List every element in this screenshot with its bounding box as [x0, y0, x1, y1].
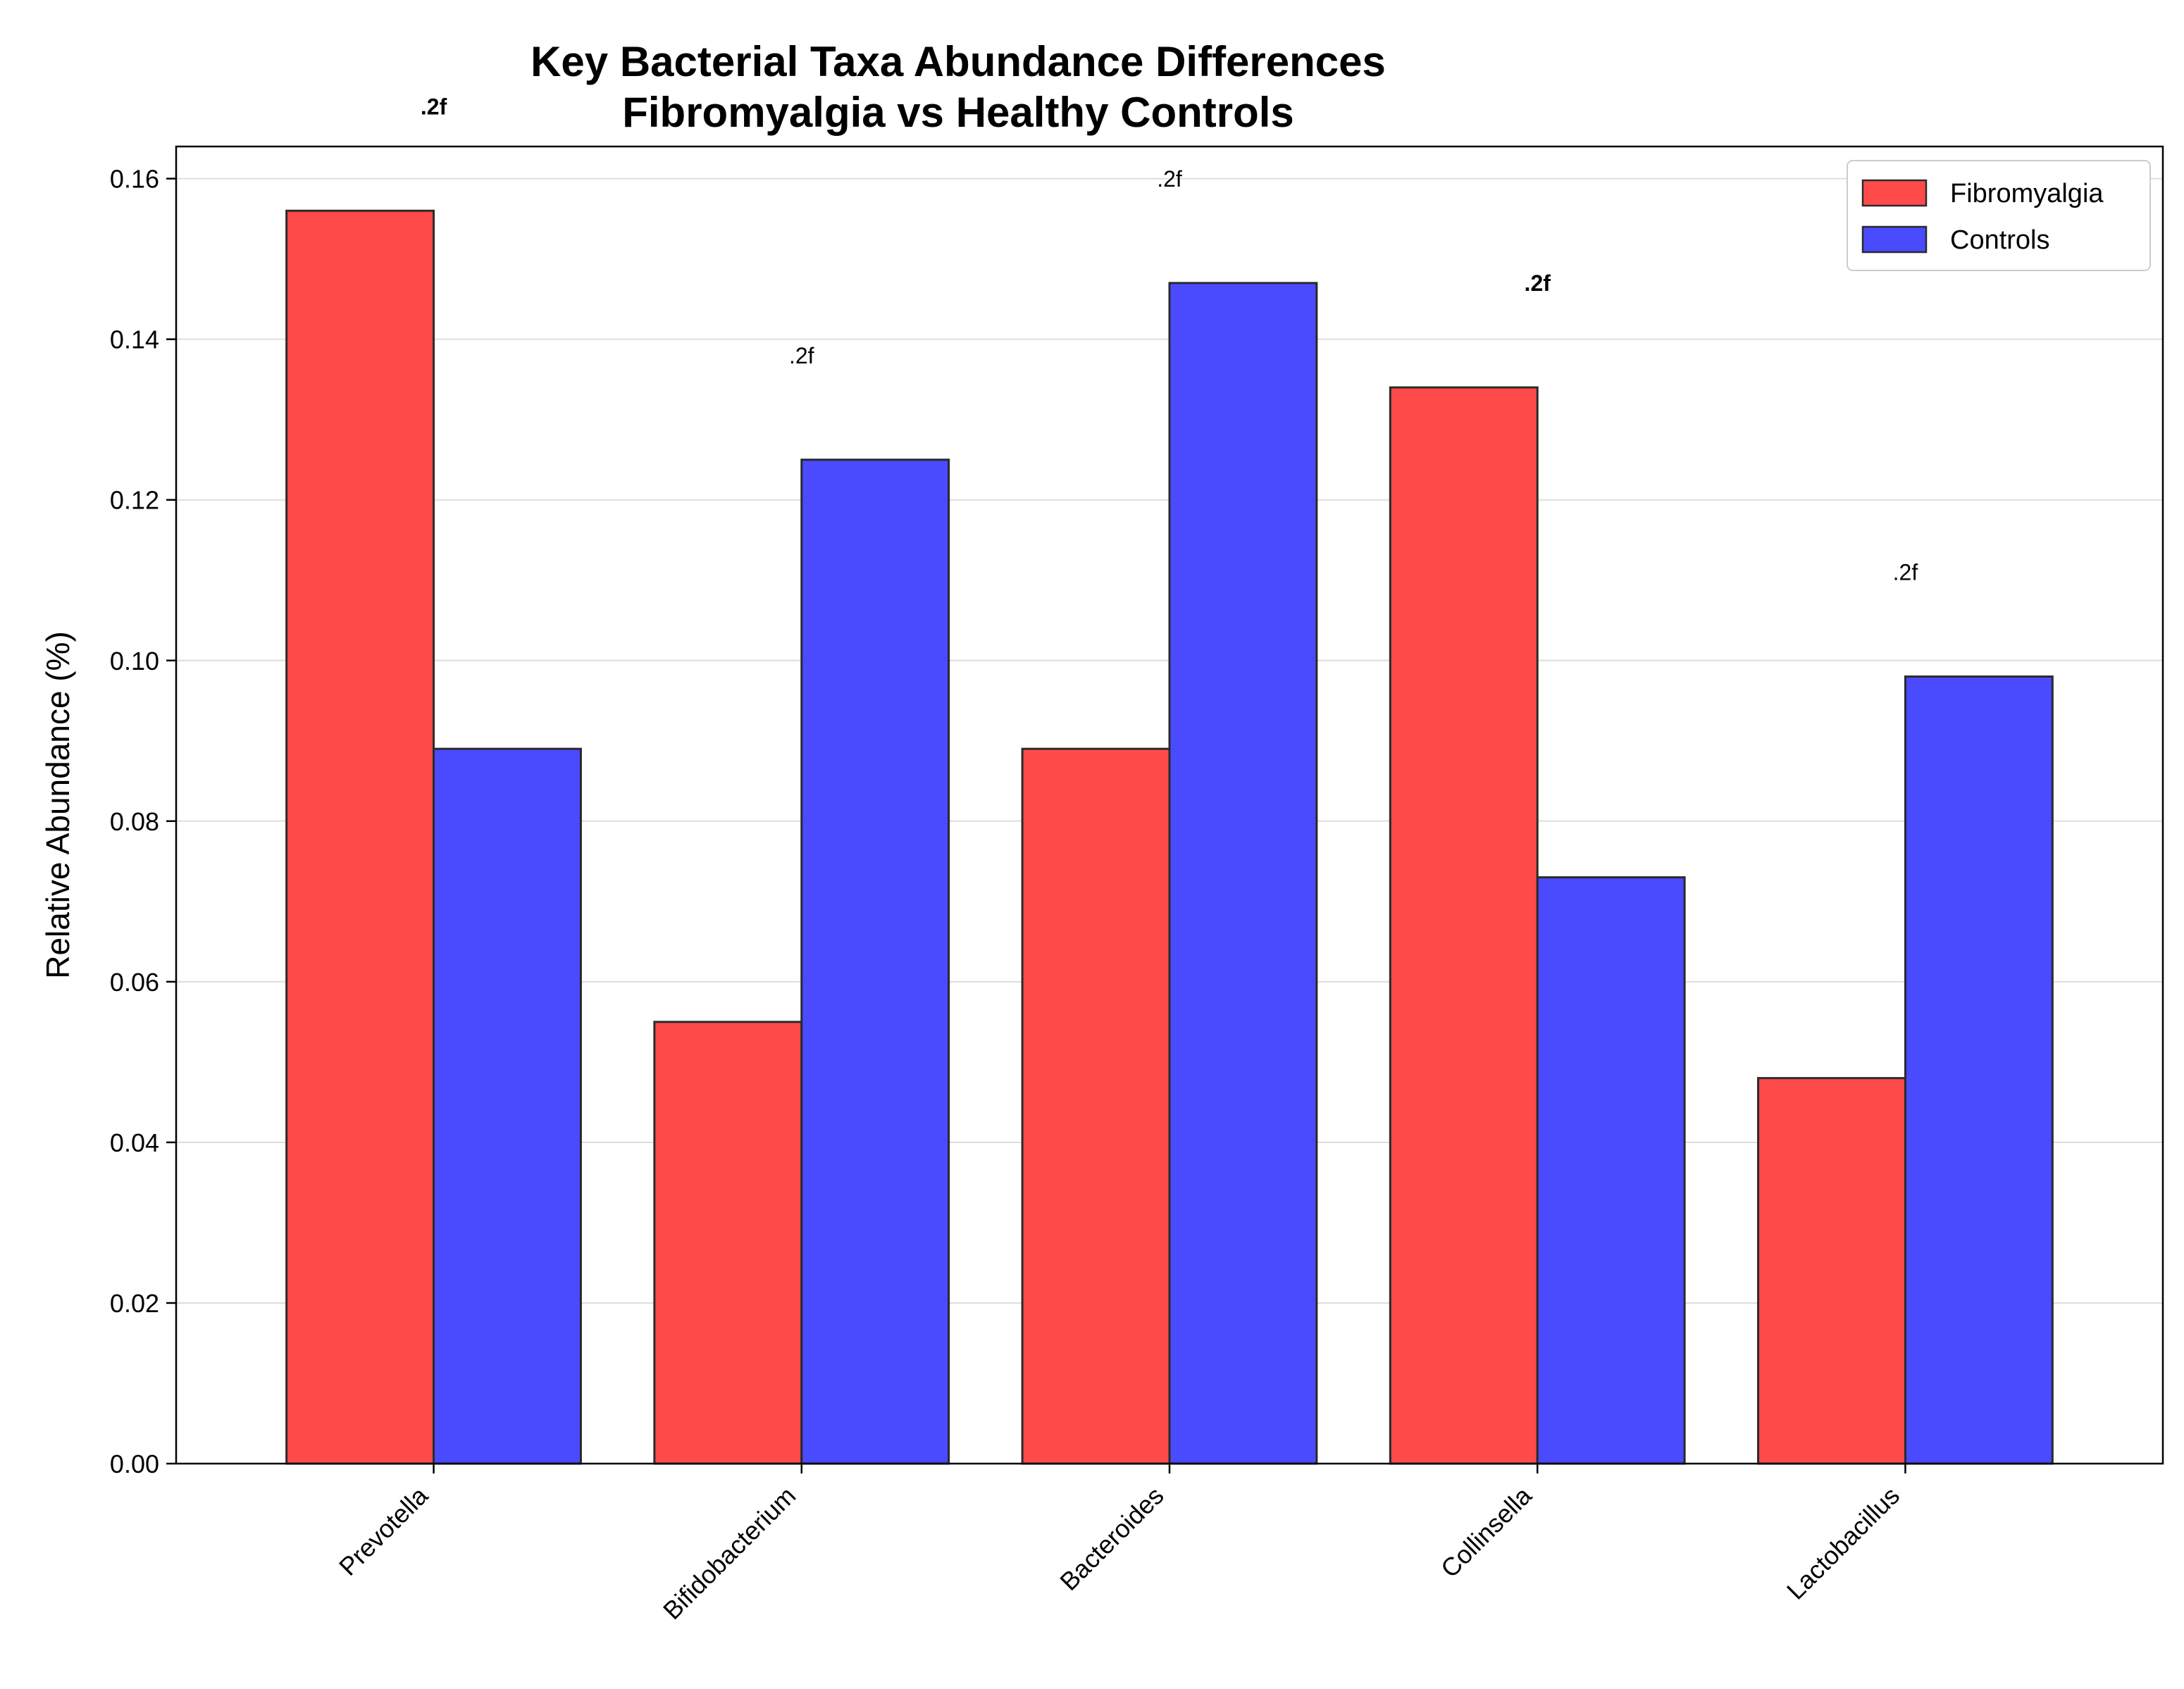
- legend-label-controls: Controls: [1950, 225, 2050, 255]
- y-tick-label: 0.06: [110, 968, 159, 997]
- bar-controls-bifidobacterium: [800, 459, 950, 1465]
- x-tick-label: Collinsella: [1435, 1481, 1538, 1583]
- legend-swatch-fibromyalgia: [1861, 179, 1928, 207]
- x-tick-label: Bacteroides: [1054, 1481, 1169, 1596]
- bar-fibromyalgia-bacteroides: [1021, 747, 1171, 1465]
- bar-fibromyalgia-bifidobacterium: [653, 1021, 803, 1465]
- chart-title-line-1: Key Bacterial Taxa Abundance Differences: [531, 38, 1386, 85]
- bar-controls-collinsella: [1536, 876, 1686, 1465]
- bar-fibromyalgia-lactobacillus: [1757, 1077, 1906, 1465]
- x-tick-label: Prevotella: [333, 1481, 434, 1581]
- bar-controls-lactobacillus: [1904, 675, 2054, 1465]
- y-axis-label: Relative Abundance (%): [39, 631, 76, 979]
- x-tick-label: Lactobacillus: [1781, 1481, 1905, 1605]
- legend-label-fibromyalgia: Fibromyalgia: [1950, 179, 2104, 208]
- annotation-label: .2f: [421, 94, 447, 119]
- legend: Fibromyalgia Controls: [1847, 160, 2151, 271]
- annotation-label: .2f: [789, 343, 814, 368]
- bars: [285, 209, 2054, 1465]
- bar-controls-bacteroides: [1168, 282, 1318, 1465]
- y-tick-label: 0.00: [110, 1450, 159, 1478]
- y-tick-label: 0.08: [110, 807, 159, 836]
- annotation-label: .2f: [1893, 560, 1918, 585]
- annotations: .2f .2f .2f .2f .2f: [421, 94, 1918, 585]
- bar-controls-prevotella: [433, 747, 582, 1465]
- y-tick-label: 0.10: [110, 647, 159, 675]
- annotation-label: .2f: [1525, 270, 1551, 296]
- annotation-label: .2f: [1157, 166, 1182, 192]
- y-tick-label: 0.16: [110, 165, 159, 194]
- legend-swatch-controls: [1861, 225, 1928, 254]
- y-tick-label: 0.14: [110, 325, 159, 354]
- y-tick-label: 0.04: [110, 1128, 159, 1157]
- y-tick-label: 0.02: [110, 1289, 159, 1318]
- y-tick-label: 0.12: [110, 486, 159, 515]
- chart-title-line-2: Fibromyalgia vs Healthy Controls: [622, 89, 1294, 136]
- x-tick-label: Bifidobacterium: [657, 1481, 801, 1625]
- bar-fibromyalgia-collinsella: [1389, 386, 1539, 1465]
- bar-fibromyalgia-prevotella: [285, 209, 435, 1465]
